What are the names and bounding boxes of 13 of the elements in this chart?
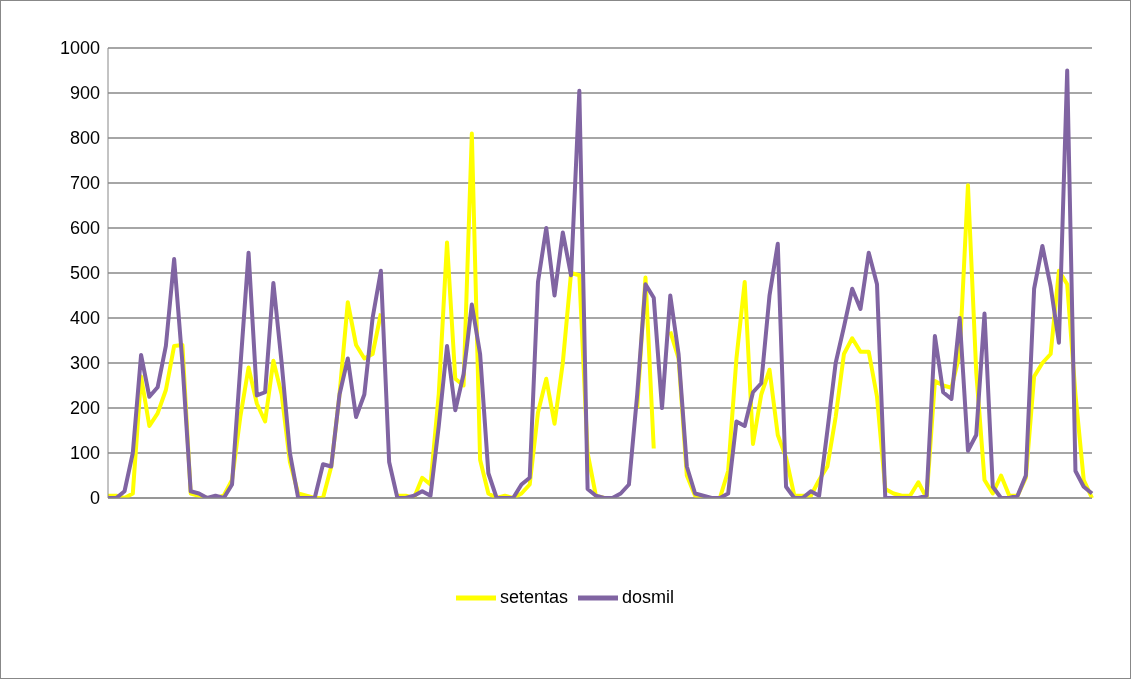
y-tick-label: 800 [69,128,100,149]
legend-label: dosmil [622,586,675,607]
y-tick-label: 1000 [59,38,100,59]
y-tick-label: 600 [69,218,100,239]
legend-label: setentas [499,586,569,607]
y-tick-label: 500 [69,263,100,284]
y-tick-label: 200 [69,398,100,419]
y-tick-label: 400 [69,308,100,329]
y-tick-label: 900 [69,83,100,104]
y-tick-label: 300 [69,353,100,374]
y-tick-label: 700 [69,173,100,194]
y-tick-label: 100 [69,443,100,464]
y-tick-label: 0 [89,488,100,509]
